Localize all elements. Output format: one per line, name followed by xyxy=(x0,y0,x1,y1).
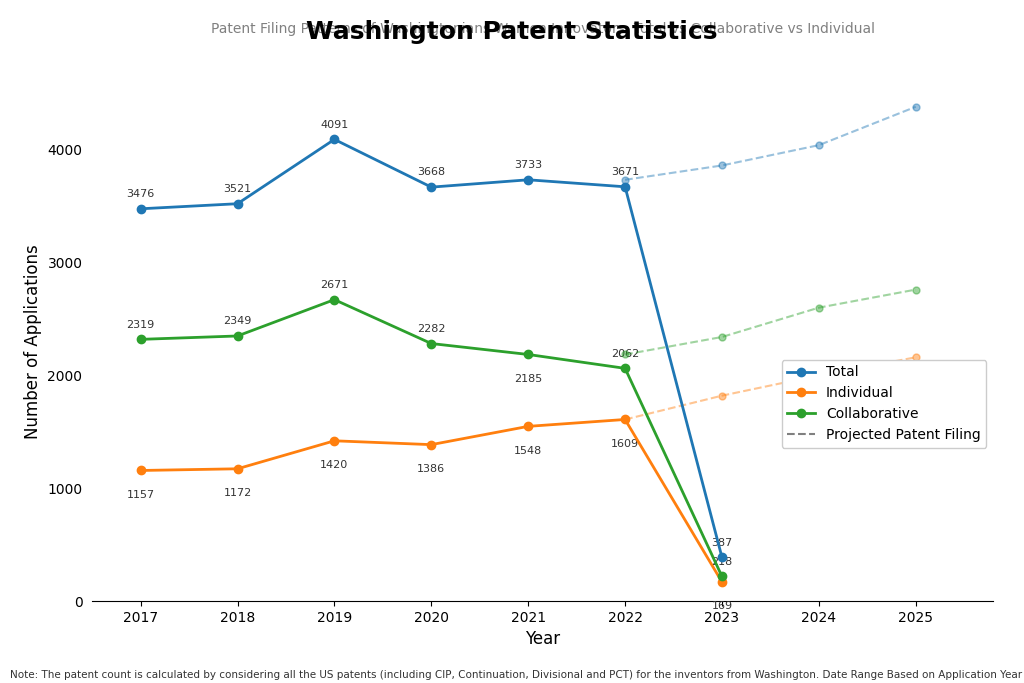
Text: 3671: 3671 xyxy=(611,167,639,177)
Text: 3668: 3668 xyxy=(417,167,445,178)
Text: 1172: 1172 xyxy=(223,488,252,498)
Text: 218: 218 xyxy=(712,557,732,567)
Text: 2185: 2185 xyxy=(514,374,543,384)
Text: 169: 169 xyxy=(712,602,732,611)
Text: 2671: 2671 xyxy=(321,280,348,290)
Text: 3733: 3733 xyxy=(514,160,543,170)
Title: Patent Filing Patterns of Washingtonians Women Innovators: Total vs Collaborativ: Patent Filing Patterns of Washingtonians… xyxy=(211,23,874,36)
Text: 1548: 1548 xyxy=(514,446,543,456)
Text: 2349: 2349 xyxy=(223,316,252,326)
Text: 2062: 2062 xyxy=(611,348,639,359)
Text: 1157: 1157 xyxy=(127,490,155,500)
Text: 1609: 1609 xyxy=(611,439,639,449)
Y-axis label: Number of Applications: Number of Applications xyxy=(24,244,42,439)
Text: Washington Patent Statistics: Washington Patent Statistics xyxy=(306,20,718,44)
Text: 1420: 1420 xyxy=(321,460,348,471)
Text: Note: The patent count is calculated by considering all the US patents (includin: Note: The patent count is calculated by … xyxy=(10,669,1024,680)
X-axis label: Year: Year xyxy=(525,630,560,648)
Text: 387: 387 xyxy=(712,538,732,548)
Text: 2282: 2282 xyxy=(417,324,445,334)
Text: 4091: 4091 xyxy=(321,120,348,130)
Text: 2319: 2319 xyxy=(127,320,155,330)
Text: 3476: 3476 xyxy=(127,189,155,199)
Text: 1386: 1386 xyxy=(417,464,445,474)
Legend: Total, Individual, Collaborative, Projected Patent Filing: Total, Individual, Collaborative, Projec… xyxy=(781,360,986,448)
Text: 3521: 3521 xyxy=(223,184,252,194)
